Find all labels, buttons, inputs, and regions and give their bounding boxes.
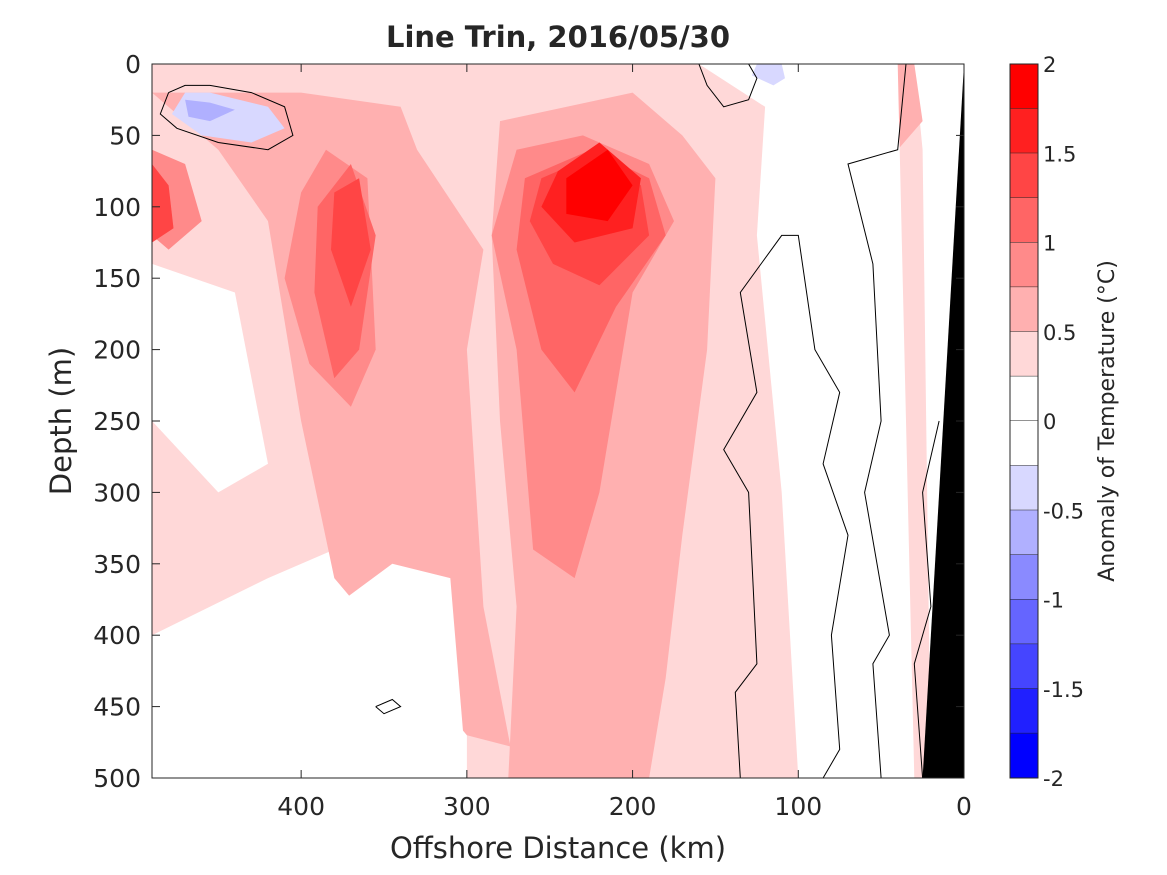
colorbar-tick-label: 1 [1043, 232, 1056, 256]
colorbar-swatch-4 [1010, 242, 1038, 288]
anomaly-region-7 [331, 178, 371, 307]
colorbar-tick-label: 0.5 [1043, 321, 1076, 345]
y-tick-label: 50 [109, 121, 141, 150]
zero-contour-0 [159, 84, 294, 151]
zero-contours [159, 64, 940, 778]
colorbar-swatch-3 [1010, 197, 1038, 243]
colorbar-swatch-5 [1010, 287, 1038, 332]
zero-contour-3 [847, 64, 907, 778]
colorbar-swatch-14 [1010, 688, 1038, 734]
y-tick-label: 300 [93, 478, 141, 507]
colorbar-tick-label: -1 [1043, 589, 1064, 613]
y-tick-label: 200 [93, 336, 141, 365]
x-tick-label: 400 [277, 792, 325, 821]
x-tick-label: 0 [956, 792, 972, 821]
colorbar-swatch-2 [1010, 153, 1038, 198]
y-tick-label: 350 [93, 550, 141, 579]
colorbar-swatch-6 [1010, 331, 1038, 377]
x-tick-label: 300 [443, 792, 491, 821]
colorbar-tick-label: 0 [1043, 410, 1056, 434]
anomaly-region-16 [698, 64, 915, 778]
y-tick-label: 250 [93, 407, 141, 436]
anomaly-region-12 [152, 164, 174, 243]
x-axis-label: Offshore Distance (km) [390, 831, 726, 865]
colorbar-tick-label: -2 [1043, 767, 1064, 791]
y-tick-label: 0 [125, 50, 141, 79]
colorbar-label: Anomaly of Temperature (°C) [1095, 260, 1120, 582]
y-tick-label: 150 [93, 264, 141, 293]
chart-title: Line Trin, 2016/05/30 [386, 20, 730, 54]
zero-contour-1 [698, 64, 758, 108]
y-tick-label: 500 [93, 764, 141, 793]
y-axis-label: Depth (m) [44, 347, 78, 495]
colorbar-frame [1009, 63, 1039, 779]
x-tick-label: 100 [774, 792, 822, 821]
colorbar-tick-label: 1.5 [1043, 142, 1076, 166]
zero-contour-5 [375, 698, 402, 715]
anomaly-region-14 [152, 263, 268, 493]
colorbar-swatch-15 [1010, 733, 1038, 778]
colorbar-swatch-12 [1010, 599, 1038, 645]
land-polygon [922, 64, 964, 778]
x-tick-label: 200 [609, 792, 657, 821]
x-axis: 400 300 200 100 0 [277, 64, 972, 821]
zero-contour-4 [913, 420, 940, 778]
colorbar-tick-label: -0.5 [1043, 499, 1084, 523]
anomaly-region-1 [152, 92, 633, 778]
colorbar-tick-label: 2 [1043, 53, 1056, 77]
colorbar-swatch-7 [1010, 376, 1038, 421]
colorbar-swatch-9 [1010, 465, 1038, 511]
land-mask [922, 64, 964, 778]
anomaly-region-19 [751, 64, 785, 86]
temperature-field [152, 64, 931, 778]
anomaly-region-10 [566, 149, 633, 222]
colorbar-swatch-10 [1010, 510, 1038, 555]
colorbar: 2 1.5 1 0.5 0 -0.5 -1 -1.5 -2 [1009, 53, 1084, 791]
colorbar-swatch-8 [1010, 421, 1038, 466]
y-axis: 0 50 100 150 200 250 300 350 400 450 500 [93, 50, 964, 793]
colorbar-tick-label: -1.5 [1043, 678, 1084, 702]
colorbar-swatch-13 [1010, 644, 1038, 689]
zero-contour-2 [723, 234, 849, 778]
anomaly-region-18 [185, 99, 235, 122]
colorbar-swatch-1 [1010, 108, 1038, 154]
y-tick-label: 100 [93, 193, 141, 222]
y-tick-label: 450 [93, 693, 141, 722]
colorbar-swatch-0 [1010, 64, 1038, 109]
colorbar-swatch-11 [1010, 554, 1038, 600]
anomaly-region-15 [334, 563, 467, 778]
y-tick-label: 400 [93, 621, 141, 650]
